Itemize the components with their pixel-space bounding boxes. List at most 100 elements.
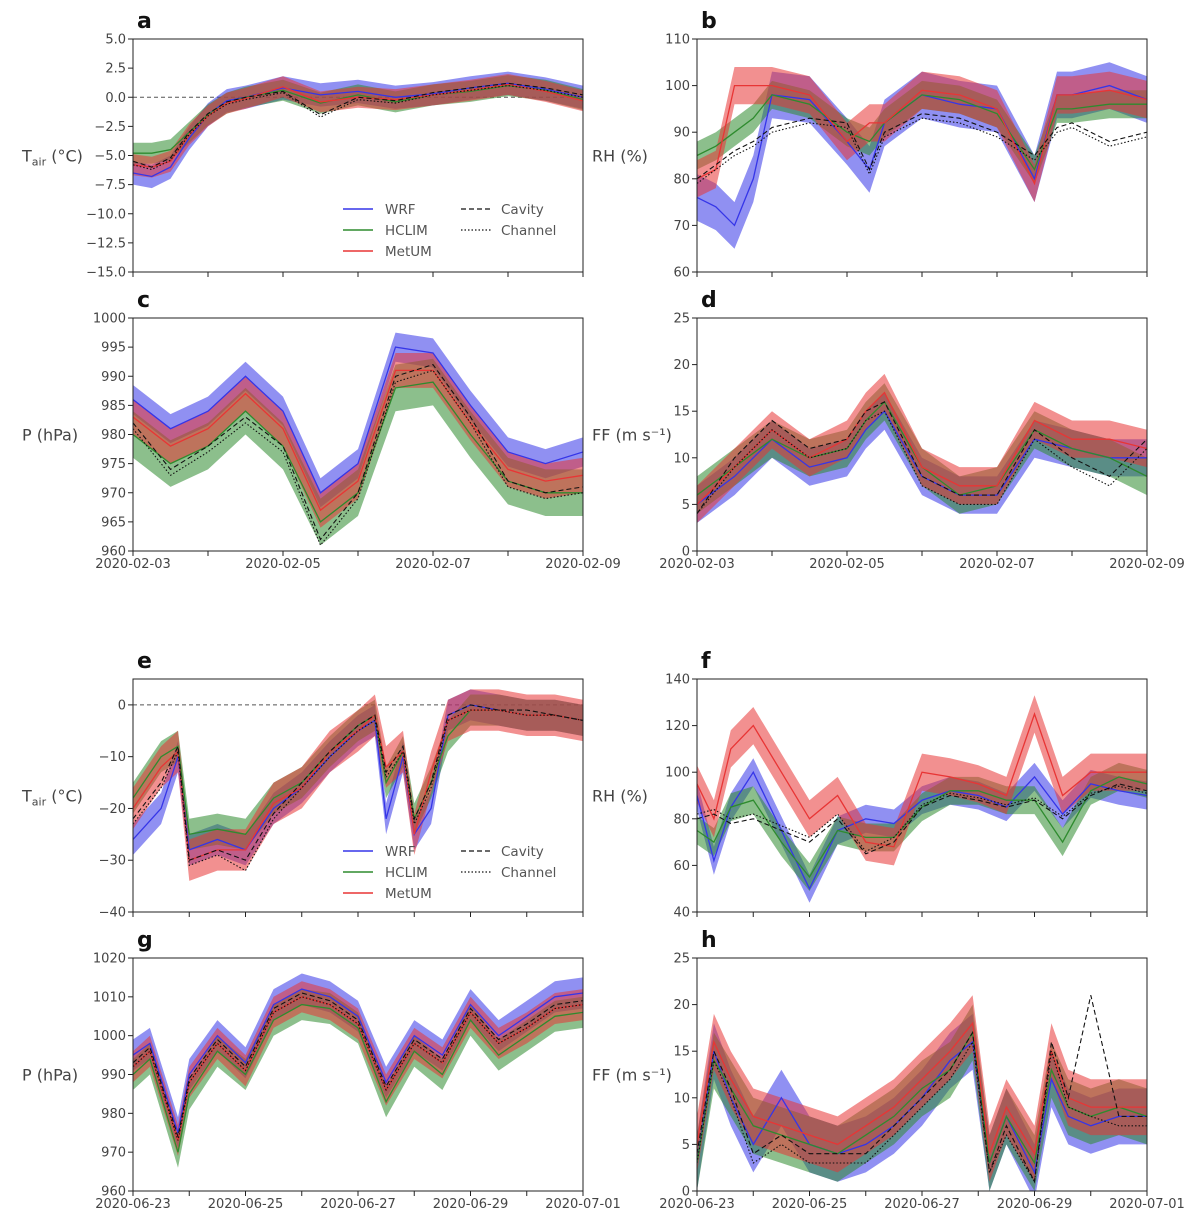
band-metum xyxy=(133,689,583,881)
panel-letter: a xyxy=(137,9,152,34)
y-tick-label: 100 xyxy=(665,79,690,94)
y-tick-label: −10.0 xyxy=(86,207,126,222)
y-tick-label: 990 xyxy=(101,370,126,385)
legend-label: WRF xyxy=(385,202,416,218)
panel-d: 0 5 10 15 20 25 2020-02-03 2020-02-05 2020-02-07… xyxy=(592,288,1185,572)
series-cavity xyxy=(133,82,583,168)
y-tick-label: −5.0 xyxy=(94,149,126,164)
y-tick-label: 15 xyxy=(673,405,690,420)
series-channel xyxy=(697,117,1147,184)
x-tick-label: 2020-02-07 xyxy=(395,557,471,572)
plot-area xyxy=(697,695,1147,903)
series-channel xyxy=(133,996,583,1141)
panel-f: 40 60 80 100 120 140 f RH (%) xyxy=(592,649,1148,921)
series-cavity xyxy=(697,113,1147,180)
plot-area xyxy=(697,373,1147,523)
y-tick-label: 25 xyxy=(673,952,690,967)
series-channel xyxy=(133,709,583,872)
x-tick-label: 2020-02-07 xyxy=(959,557,1035,572)
series-hclim xyxy=(697,776,1147,879)
series-metum xyxy=(697,391,1147,505)
y-axis-label: P (hPa) xyxy=(22,1066,78,1085)
y-tick-label: 110 xyxy=(665,33,690,48)
series-wrf xyxy=(133,346,583,494)
series-metum xyxy=(133,369,583,512)
y-tick-label: 0 xyxy=(682,1185,690,1200)
y-tick-label: 970 xyxy=(101,1146,126,1161)
y-tick-label: 25 xyxy=(673,312,690,327)
x-tick-label: 2020-07-01 xyxy=(1109,1197,1185,1212)
legend-label: Channel xyxy=(501,865,556,881)
y-tick-label: 0 xyxy=(118,698,126,713)
panel-b: 60 70 80 90 100 110 b RH (%) xyxy=(592,9,1148,281)
plot-area xyxy=(133,689,583,881)
y-tick-label: 985 xyxy=(101,399,126,414)
y-tick-label: −10 xyxy=(99,750,126,765)
y-tick-label: 40 xyxy=(673,906,690,921)
y-tick-label: 975 xyxy=(101,457,126,472)
panel-letter: h xyxy=(701,928,717,953)
plot-area xyxy=(697,62,1147,249)
y-axis-label: Tair (°C) xyxy=(21,147,83,169)
y-tick-label: 1000 xyxy=(93,312,126,327)
legend-label: HCLIM xyxy=(385,865,428,881)
legend: WRF HCLIM MetUM Cavity Channel xyxy=(343,844,556,902)
series-cavity xyxy=(697,783,1147,855)
y-tick-label: 20 xyxy=(673,358,690,373)
y-tick-label: 80 xyxy=(673,172,690,187)
x-tick-label: 2020-06-27 xyxy=(884,1197,960,1212)
band-hclim xyxy=(697,762,1147,891)
y-axis-label: P (hPa) xyxy=(22,426,78,445)
series-metum xyxy=(697,712,1147,848)
y-tick-label: −20 xyxy=(99,802,126,817)
x-tick-label: 2020-06-29 xyxy=(433,1197,509,1212)
y-axis-label: Tair (°C) xyxy=(21,787,83,809)
panel-c: 960 965 970 975 980 985 990 995 1000 2020-02-03 20… xyxy=(22,288,621,572)
x-tick-label: 2020-02-05 xyxy=(809,557,885,572)
y-tick-label: 960 xyxy=(101,1185,126,1200)
x-tick-label: 2020-07-01 xyxy=(545,1197,621,1212)
x-tick-label: 2020-02-09 xyxy=(1109,557,1185,572)
y-tick-label: −15.0 xyxy=(86,266,126,281)
y-tick-label: 965 xyxy=(101,515,126,530)
series-metum xyxy=(133,83,583,168)
series-channel xyxy=(697,1040,1147,1184)
band-metum xyxy=(133,74,583,178)
panel-letter: d xyxy=(701,288,717,313)
y-tick-label: 90 xyxy=(673,126,690,141)
x-tick-label: 2020-06-25 xyxy=(208,1197,284,1212)
series-hclim xyxy=(697,400,1147,496)
y-axis-label: FF (m s⁻¹) xyxy=(592,426,672,445)
panel-e: −40 −30 −20 −10 0 e Tair (°C) WRF HCLIM MetUM Cavi… xyxy=(21,649,584,921)
series-hclim xyxy=(133,1003,583,1153)
series-channel xyxy=(133,85,583,171)
x-tick-label: 2020-06-23 xyxy=(95,1197,171,1212)
y-tick-label: 10 xyxy=(673,451,690,466)
y-axis-label: FF (m s⁻¹) xyxy=(592,1066,672,1085)
y-tick-label: −7.5 xyxy=(94,178,126,193)
panel-letter: b xyxy=(701,9,717,34)
legend-label: MetUM xyxy=(385,244,432,260)
legend-label: HCLIM xyxy=(385,223,428,239)
y-tick-label: 5.0 xyxy=(105,33,126,48)
legend-label: MetUM xyxy=(385,886,432,902)
plot-area xyxy=(133,71,583,189)
y-tick-label: −2.5 xyxy=(94,120,126,135)
plot-area xyxy=(697,995,1147,1191)
series-cavity xyxy=(133,363,583,541)
series-channel xyxy=(697,410,1147,515)
series-wrf xyxy=(697,410,1147,505)
series-cavity xyxy=(133,992,583,1137)
x-tick-label: 2020-02-09 xyxy=(545,557,621,572)
y-tick-label: 1010 xyxy=(93,990,126,1005)
y-tick-label: −12.5 xyxy=(86,236,126,251)
y-tick-label: 100 xyxy=(665,766,690,781)
y-tick-label: 980 xyxy=(101,428,126,443)
series-metum xyxy=(697,84,1147,186)
y-tick-label: 5 xyxy=(682,498,690,513)
y-tick-label: 0 xyxy=(682,545,690,560)
legend-label: Cavity xyxy=(501,202,544,218)
x-tick-label: 2020-06-29 xyxy=(997,1197,1073,1212)
y-tick-label: 80 xyxy=(673,812,690,827)
